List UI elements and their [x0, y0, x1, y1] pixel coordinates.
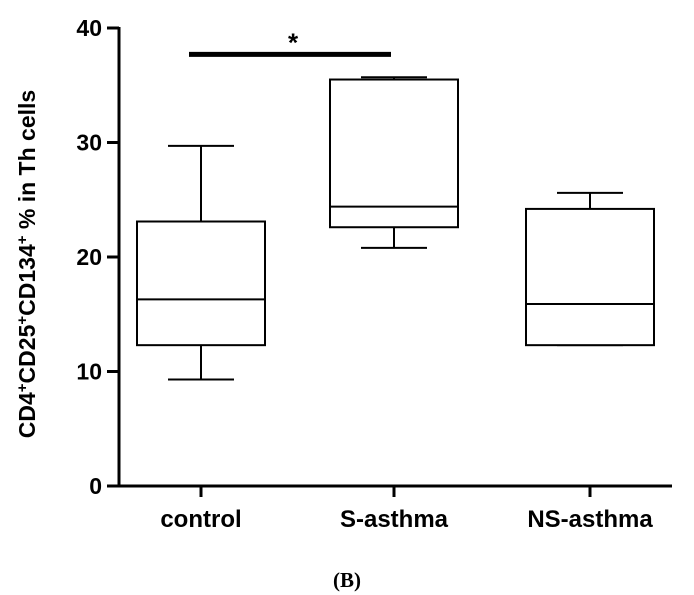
iqr-box [329, 78, 459, 229]
y-label-segment: % in Th cells [14, 90, 40, 236]
x-tick-label: S-asthma [340, 506, 449, 533]
y-axis-label: CD4+CD25+CD134+ % in Th cells [14, 90, 41, 438]
significance-star: * [288, 27, 299, 57]
y-label-segment: CD134 [14, 244, 40, 316]
iqr-box [136, 220, 266, 347]
y-label-segment: CD25 [14, 324, 40, 383]
y-axis: 0 10 20 30 40 [76, 15, 121, 499]
y-label-superscript: + [14, 316, 31, 325]
y-tick-label: 10 [76, 359, 102, 385]
y-tick-label: 30 [76, 130, 102, 156]
y-label-superscript: + [14, 235, 31, 244]
box-NS-asthma [525, 191, 655, 347]
y-tick-label: 20 [76, 244, 102, 270]
x-tick-label: NS-asthma [527, 506, 653, 533]
panel-label: (B) [333, 568, 361, 592]
y-label-superscript: + [14, 383, 31, 392]
x-tick-label: control [160, 506, 241, 533]
x-axis: control S-asthma NS-asthma [118, 484, 672, 533]
y-tick-label: 0 [89, 473, 102, 499]
box-S-asthma [329, 76, 459, 249]
y-tick-label: 40 [76, 15, 102, 41]
box-control [136, 144, 266, 381]
iqr-box [525, 207, 655, 347]
y-label-segment: CD4 [14, 392, 40, 438]
chart-marks [136, 51, 655, 381]
